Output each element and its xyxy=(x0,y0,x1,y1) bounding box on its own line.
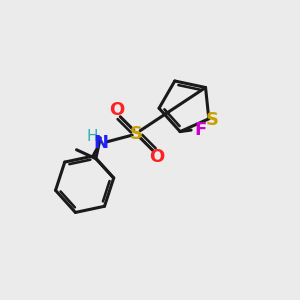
Text: S: S xyxy=(206,111,219,129)
Text: N: N xyxy=(94,134,109,152)
Text: O: O xyxy=(149,148,164,166)
Text: F: F xyxy=(194,121,206,139)
Text: O: O xyxy=(109,101,124,119)
Text: S: S xyxy=(130,125,143,143)
Text: H: H xyxy=(87,128,98,143)
